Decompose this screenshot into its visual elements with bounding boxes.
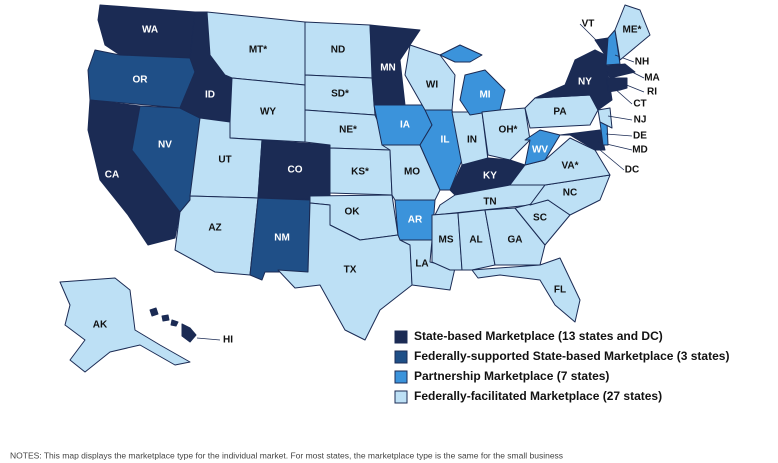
state-label: TX <box>344 265 357 276</box>
state-label: ND <box>331 45 345 56</box>
state-label: MO <box>404 167 420 178</box>
state-label: OH* <box>499 125 518 136</box>
state-label: CO <box>288 165 303 176</box>
state-label: MI <box>479 90 490 101</box>
state-label: DE <box>633 131 647 142</box>
state <box>484 207 546 266</box>
callout-line <box>196 337 221 341</box>
state-label: NE* <box>339 125 357 136</box>
state-label: AK <box>93 320 108 331</box>
state-label: VA* <box>561 161 578 172</box>
state-label: AL <box>469 235 482 246</box>
state <box>524 129 561 166</box>
callout-line <box>579 23 602 46</box>
state <box>509 137 611 186</box>
state-label: OK <box>345 207 361 218</box>
state-label: CA <box>105 170 119 181</box>
callout-line <box>605 133 633 137</box>
state-label: DC <box>625 165 639 176</box>
state-label: IA <box>400 120 410 131</box>
state <box>596 144 603 151</box>
state-label: WA <box>142 25 158 36</box>
state-label: WI <box>426 80 438 91</box>
state <box>471 257 581 323</box>
state <box>369 24 421 106</box>
state-label: SC <box>533 213 547 224</box>
state-label: TN <box>483 197 496 208</box>
state-label: WV <box>532 145 548 156</box>
state-label: KY <box>483 171 497 182</box>
state-label: NV <box>158 140 172 151</box>
state-label: NH <box>635 57 649 68</box>
state-label: PA <box>553 107 566 118</box>
legend-label: Partnership Marketplace (7 states) <box>414 369 609 383</box>
callout-line <box>614 54 635 63</box>
state-label: WY <box>260 107 276 118</box>
state-label: OR <box>133 75 149 86</box>
state-label: FL <box>554 285 566 296</box>
state-label: VT <box>582 19 595 30</box>
state <box>174 195 259 276</box>
state-label: UT <box>218 155 231 166</box>
legend-label: Federally-supported State-based Marketpl… <box>414 349 729 363</box>
state <box>614 4 651 61</box>
state-label: GA <box>508 235 523 246</box>
state <box>619 77 628 91</box>
state <box>59 277 191 373</box>
state-label: NM <box>274 233 290 244</box>
legend-swatch <box>394 390 408 404</box>
notes: NOTES: This map displays the marketplace… <box>10 450 563 460</box>
legend-label: Federally-facilitated Marketplace (27 st… <box>414 389 662 403</box>
legend-swatch <box>394 350 408 364</box>
state-label: HI <box>223 335 233 346</box>
legend-swatch <box>394 370 408 384</box>
state-label: SD* <box>331 89 349 100</box>
callout-line <box>627 69 645 79</box>
state-label: MD <box>632 145 648 156</box>
callout-line <box>623 83 645 93</box>
state <box>457 209 496 271</box>
state-label: CT <box>633 99 646 110</box>
state <box>606 77 621 93</box>
callout-line <box>613 87 633 105</box>
state <box>149 307 197 343</box>
state-label: IN <box>467 135 477 146</box>
state-label: AZ <box>208 223 221 234</box>
state-label: MT* <box>249 45 267 56</box>
state-label: ID <box>205 90 215 101</box>
callout-line <box>599 149 625 171</box>
state-label: KS* <box>351 167 369 178</box>
legend-swatch <box>394 330 408 344</box>
legend-label: State-based Marketplace (13 states and D… <box>414 329 663 343</box>
state-label: NY <box>578 77 592 88</box>
callout-line <box>607 115 633 121</box>
state-label: IL <box>441 135 450 146</box>
state-label: RI <box>647 87 657 98</box>
state-label: NJ <box>634 115 647 126</box>
state-label: MA <box>644 73 660 84</box>
state <box>597 107 613 129</box>
state <box>277 202 413 341</box>
state-label: LA <box>415 259 428 270</box>
state-label: MS <box>439 235 454 246</box>
state-label: ME* <box>623 25 642 36</box>
state-label: MN <box>380 63 396 74</box>
state-label: NC <box>563 188 577 199</box>
states: WA OR CA NV ID MT* WY UT CO AZ NM ND SD* NE* KS* OK TX MN… <box>59 4 660 373</box>
state <box>604 63 636 79</box>
state-label: AR <box>408 215 423 226</box>
legend: State-based Marketplace (13 states and D… <box>394 329 729 404</box>
